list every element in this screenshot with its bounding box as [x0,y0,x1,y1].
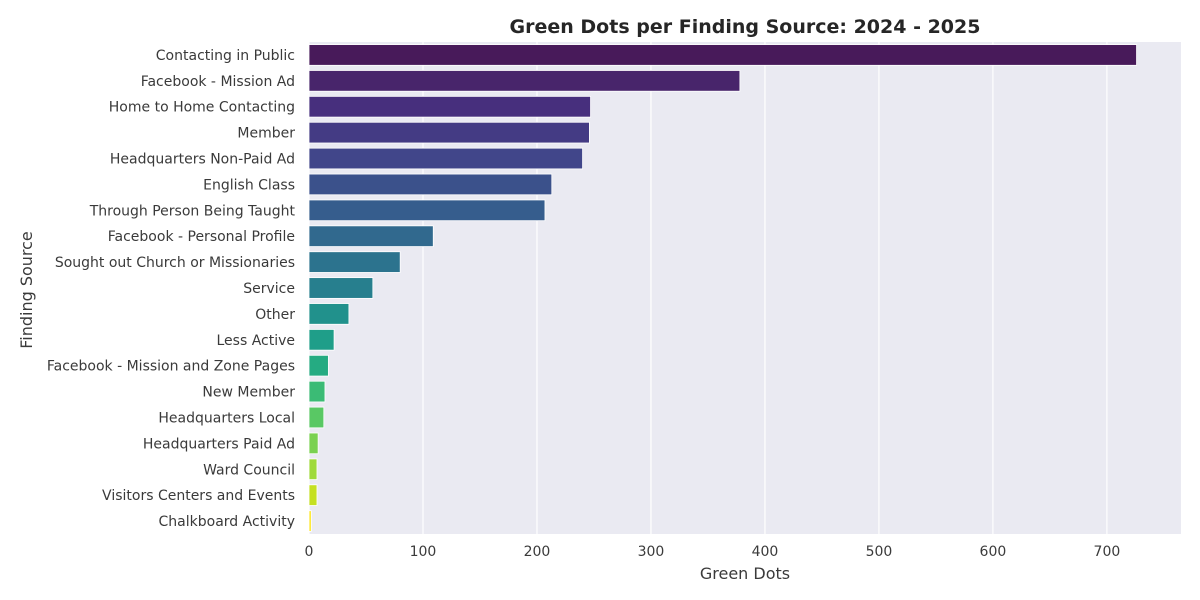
bar [308,225,434,247]
y-tick-label: Facebook - Personal Profile [108,229,295,245]
y-tick-label: Facebook - Mission and Zone Pages [47,359,295,375]
y-tick-label: Visitors Centers and Events [102,488,295,504]
y-tick-label: Sought out Church or Missionaries [55,255,295,271]
bars [308,44,1137,532]
bar [308,329,335,351]
y-tick-label: New Member [202,385,295,401]
bar [308,303,350,325]
bar [308,484,318,506]
x-tick-label: 100 [410,544,437,560]
x-tick-label: 300 [638,544,665,560]
chart-title: Green Dots per Finding Source: 2024 - 20… [510,16,981,38]
x-tick-label: 700 [1094,544,1121,560]
x-tick-label: 500 [866,544,893,560]
bar [308,44,1137,66]
x-tick-label: 400 [752,544,779,560]
x-tick-label: 0 [305,544,314,560]
y-tick-label: Facebook - Mission Ad [141,74,295,90]
bar [308,354,329,377]
x-axis-label: Green Dots [700,564,790,583]
y-tick-label: Ward Council [203,462,295,478]
bar [308,510,312,532]
bar [308,277,374,299]
x-tick-labels: 0 100 200 300 400 500 600 700 [305,544,1121,560]
y-tick-label: Service [243,281,295,297]
y-tick-label: Headquarters Non-Paid Ad [110,152,295,168]
bar [308,432,319,455]
bar [308,95,591,118]
y-tick-label: Chalkboard Activity [159,514,295,530]
y-tick-label: Member [237,126,295,142]
bar [308,173,553,196]
bar [308,406,325,429]
bar [308,70,741,92]
y-tick-label: Headquarters Local [158,410,295,426]
y-tick-label: Contacting in Public [156,48,295,64]
bar [308,199,546,222]
x-tick-label: 600 [980,544,1007,560]
bar [308,147,583,170]
y-axis-label: Finding Source [17,231,36,349]
y-tick-label: Home to Home Contacting [109,100,295,116]
bar [308,380,326,403]
y-tick-label: Other [255,307,295,323]
bar [308,121,590,144]
bar [308,458,318,481]
bar [308,251,401,273]
y-tick-label: Headquarters Paid Ad [143,436,295,452]
y-tick-label: English Class [203,177,295,193]
y-tick-labels: Contacting in Public Facebook - Mission A… [47,48,296,530]
x-tick-label: 200 [524,544,551,560]
y-tick-label: Through Person Being Taught [89,203,296,219]
y-tick-label: Less Active [216,333,295,349]
